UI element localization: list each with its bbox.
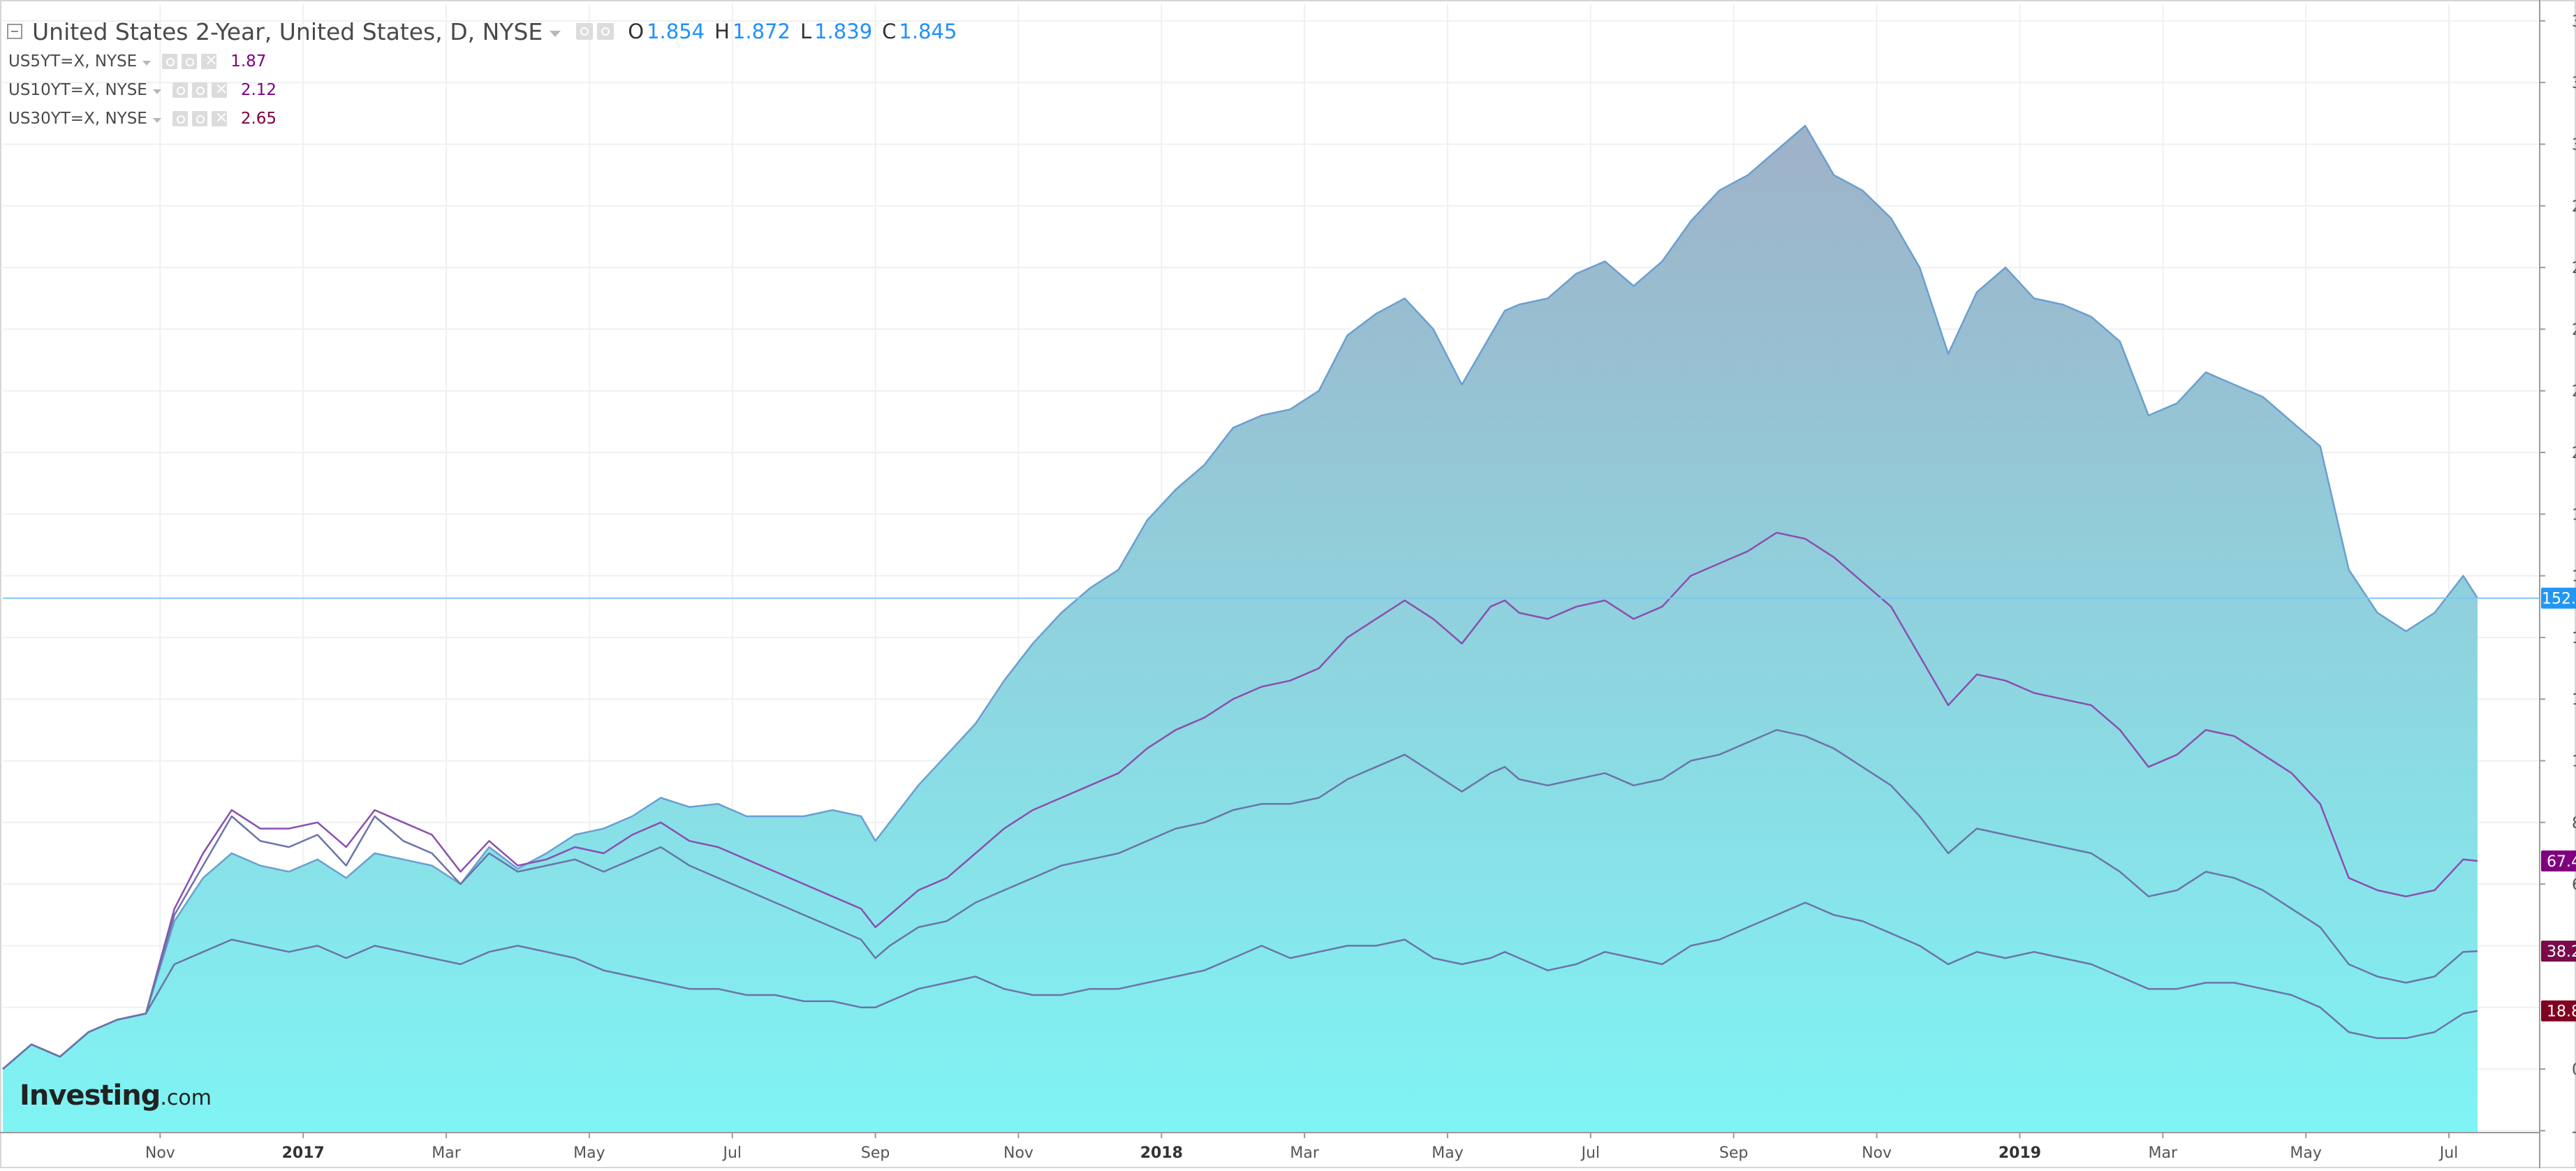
comparison-name: US10YT=X, NYSE — [8, 81, 147, 99]
price-tag-label: 18.86% — [2547, 1003, 2576, 1021]
y-tick-label: 0.00% — [2572, 1061, 2576, 1079]
low-label: L — [800, 20, 812, 43]
eye-icon[interactable] — [162, 54, 178, 69]
price-tag-bg — [2541, 850, 2576, 872]
comparison-value: 2.12 — [240, 81, 277, 99]
chevron-down-icon[interactable] — [152, 89, 161, 94]
comparison-legend-item[interactable]: US5YT=X, NYSE 1.87 — [8, 49, 266, 74]
main-series-legend[interactable]: United States 2-Year, United States, D, … — [7, 15, 957, 47]
x-tick-label: Mar — [2149, 1144, 2178, 1162]
close-icon[interactable] — [201, 52, 218, 69]
close-icon[interactable] — [211, 80, 228, 98]
gear-icon[interactable] — [182, 54, 198, 69]
y-tick-label: 340.00% — [2572, 13, 2576, 31]
series-area-fill-us-2-year — [3, 126, 2478, 1133]
y-tick-label: 140.00% — [2572, 630, 2576, 647]
x-tick-label: Mar — [432, 1144, 461, 1162]
chevron-down-icon[interactable] — [550, 30, 561, 37]
chart-legend: United States 2-Year, United States, D, … — [0, 0, 978, 140]
logo-tld: .com — [160, 1086, 212, 1110]
price-tag-label: 38.26% — [2547, 943, 2576, 961]
chevron-down-icon[interactable] — [142, 60, 152, 66]
area-layer — [2, 124, 2479, 1133]
y-tick-label: 60.00% — [2572, 876, 2576, 894]
comparison-legend-item[interactable]: US30YT=X, NYSE 2.65 — [8, 106, 277, 131]
series-lines — [2, 531, 2478, 1070]
x-tick-label: Jul — [1580, 1144, 1600, 1162]
y-tick-label: 80.00% — [2572, 815, 2576, 832]
close-icon[interactable] — [211, 109, 228, 126]
chevron-down-icon[interactable] — [152, 117, 161, 123]
x-axis: Nov 2017 Mar May Jul Sep Nov 2018 Mar May Jul Sep No… — [0, 1132, 2540, 1162]
series-line-us10yt-x — [2, 729, 2478, 1070]
eye-icon[interactable] — [172, 82, 188, 98]
x-tick-label: Nov — [1862, 1144, 1892, 1162]
comparison-name: US30YT=X, NYSE — [8, 110, 147, 128]
y-tick-label: 300.00% — [2572, 137, 2576, 154]
y-tick-label: 120.00% — [2572, 691, 2576, 709]
y-tick-label: 180.00% — [2572, 506, 2576, 524]
series-line-us-2-year — [2, 124, 2479, 1070]
open-label: O — [628, 20, 645, 43]
price-tags: 152.75% 67.49% 38.26% 18.86% — [2541, 587, 2576, 1022]
x-tick-label: Jul — [721, 1144, 742, 1162]
comparison-legend-item[interactable]: US10YT=X, NYSE 2.12 — [8, 78, 277, 103]
x-tick-label: May — [1431, 1144, 1463, 1162]
price-tag-bg — [2541, 1000, 2576, 1022]
gear-icon[interactable] — [191, 82, 207, 98]
high-label: H — [714, 20, 730, 43]
open-value: 1.854 — [647, 20, 705, 43]
comparison-name: US5YT=X, NYSE — [8, 52, 138, 71]
price-tag-bg — [2541, 941, 2576, 962]
y-tick-label: 100.00% — [2572, 753, 2576, 771]
y-tick-label: -20.00% — [2572, 1123, 2576, 1140]
eye-icon[interactable] — [576, 23, 594, 40]
collapse-icon[interactable] — [7, 24, 22, 39]
comparison-value: 2.65 — [240, 110, 277, 128]
x-tick-label: May — [573, 1144, 605, 1162]
gear-icon[interactable] — [597, 23, 614, 40]
x-tick-label: Jul — [2438, 1144, 2459, 1162]
y-tick-label: 320.00% — [2572, 75, 2576, 92]
x-tick-label: Sep — [861, 1144, 890, 1162]
gear-icon[interactable] — [191, 111, 207, 126]
eye-icon[interactable] — [172, 111, 188, 126]
main-series-title: United States 2-Year, United States, D, … — [32, 17, 543, 45]
y-tick-label: 240.00% — [2572, 321, 2576, 339]
y-tick-label: 260.00% — [2572, 260, 2576, 277]
price-tag-label: 67.49% — [2547, 853, 2576, 871]
y-tick-label: 200.00% — [2572, 445, 2576, 462]
x-tick-label: Nov — [1003, 1144, 1033, 1162]
x-tick-label: Sep — [1719, 1144, 1748, 1162]
comparison-value: 1.87 — [230, 52, 267, 71]
series-line-us5yt-x — [2, 531, 2478, 1070]
x-tick-label: Mar — [1290, 1144, 1319, 1162]
close-value: 1.845 — [899, 20, 957, 43]
x-tick-label: 2019 — [1999, 1144, 2041, 1162]
price-tag-label: 152.75% — [2542, 591, 2576, 608]
y-axis: 340.00% 320.00% 300.00% 280.00% 260.00% 240.0… — [2539, 0, 2576, 1168]
low-value: 1.839 — [814, 20, 873, 43]
price-tag-bg — [2541, 587, 2576, 609]
investing-logo: Investing.com — [20, 1080, 212, 1112]
x-tick-label: Nov — [145, 1144, 175, 1162]
y-tick-label: 280.00% — [2572, 198, 2576, 216]
close-label: C — [882, 20, 897, 43]
y-tick-label: 220.00% — [2572, 383, 2576, 401]
high-value: 1.872 — [732, 20, 790, 43]
x-tick-label: May — [2290, 1144, 2321, 1162]
y-tick-label: 160.00% — [2572, 568, 2576, 586]
x-tick-label: 2017 — [282, 1144, 325, 1162]
logo-brand: Investing — [20, 1080, 161, 1112]
x-tick-label: 2018 — [1140, 1144, 1183, 1162]
series-line-us30yt-x — [2, 901, 2478, 1070]
